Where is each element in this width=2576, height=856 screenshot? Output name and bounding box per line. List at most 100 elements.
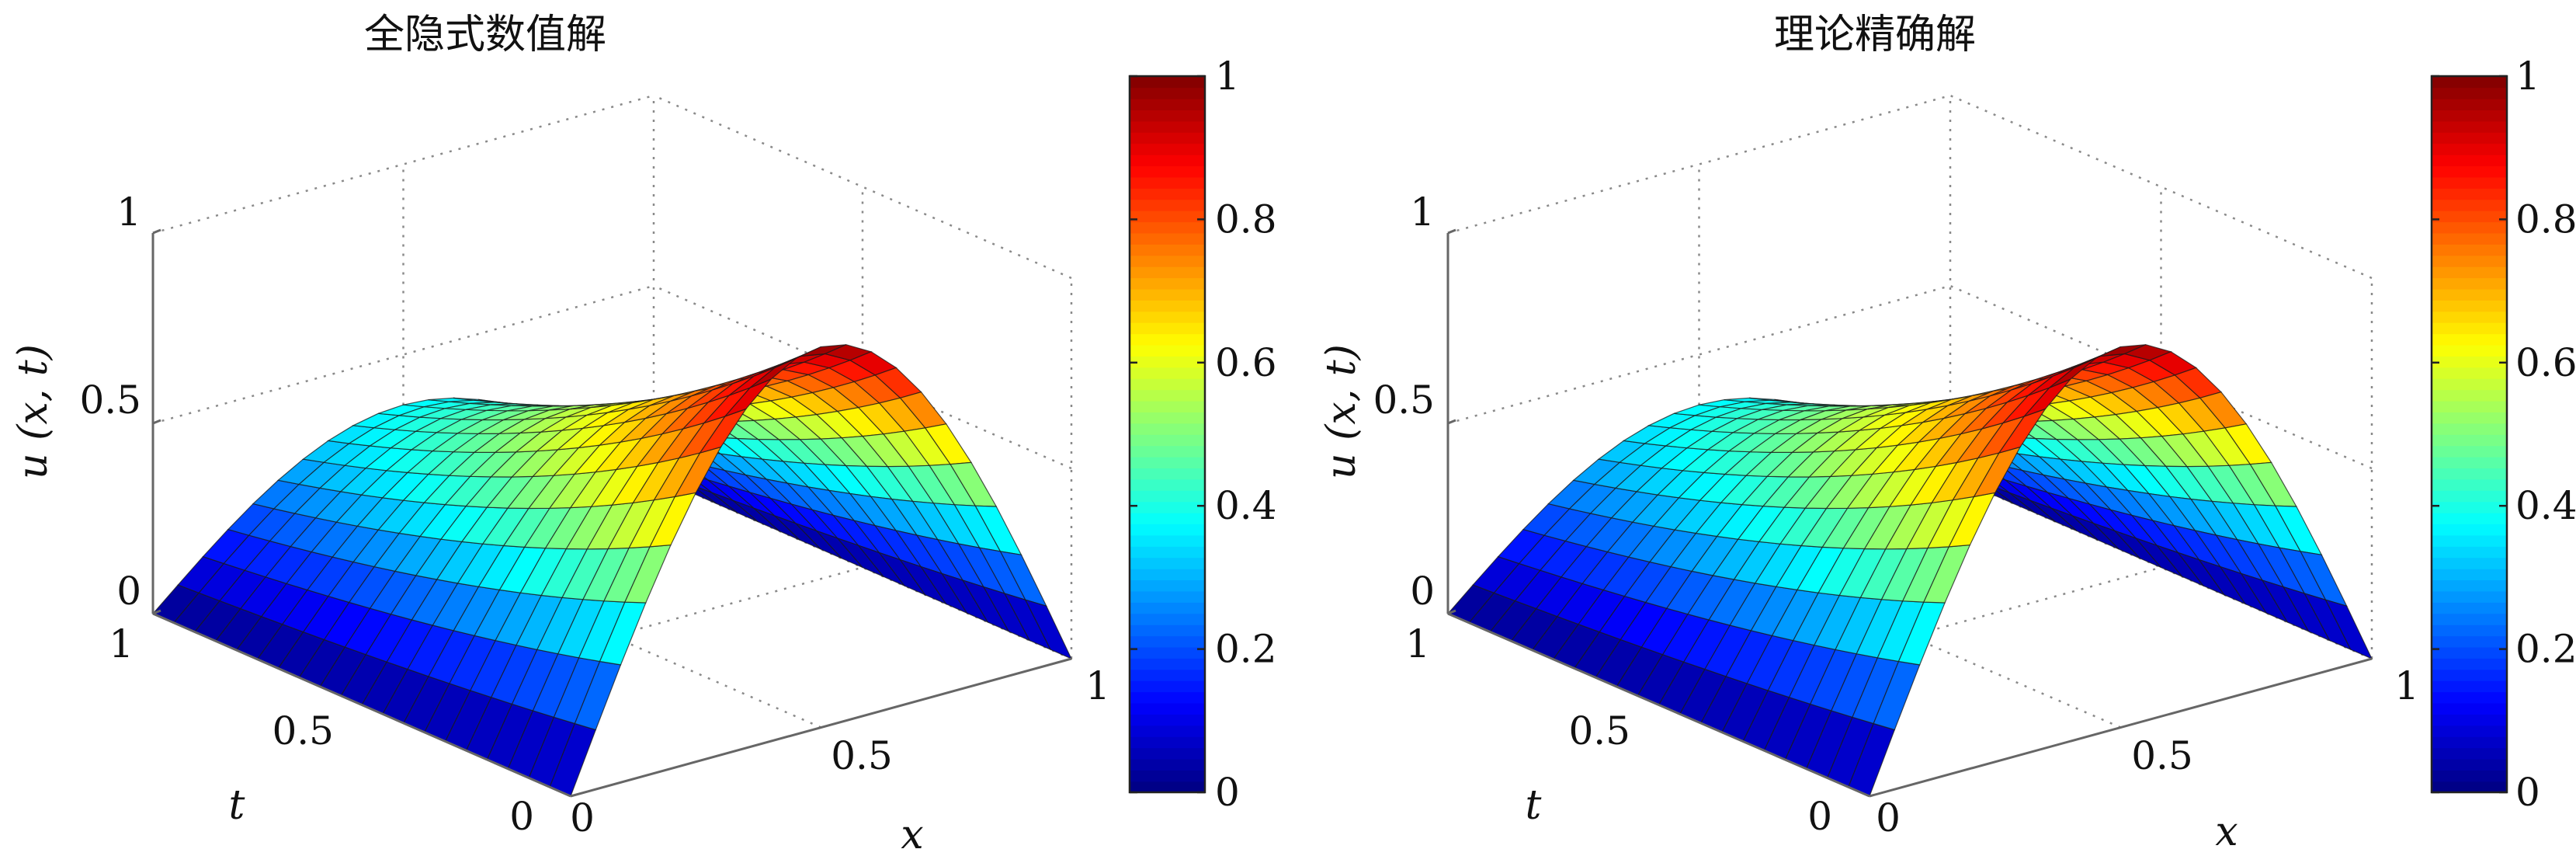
colorbar-band <box>1130 232 1205 245</box>
colorbar-band <box>2432 714 2507 726</box>
colorbar-band <box>1130 221 1205 234</box>
colorbar-tick-label: 1 <box>2515 54 2540 99</box>
colorbar-band <box>1130 154 1205 167</box>
colorbar-band <box>2432 579 2507 592</box>
z-tick-label: 1 <box>116 190 141 235</box>
z-tick-label: 0 <box>116 569 141 614</box>
colorbar-band <box>1130 165 1205 178</box>
grid-line <box>1447 284 1951 425</box>
colorbar-band <box>1130 311 1205 323</box>
colorbar-band <box>2432 478 2507 491</box>
colorbar-band <box>1130 98 1205 111</box>
colorbar-band <box>2432 747 2507 760</box>
colorbar-band <box>1130 635 1205 648</box>
grid-line <box>152 284 654 425</box>
colorbar-band <box>2432 255 2507 267</box>
colorbar-band <box>2432 702 2507 715</box>
colorbar-band <box>1130 188 1205 200</box>
colorbar-band <box>1130 120 1205 133</box>
colorbar-band <box>2432 344 2507 357</box>
colorbar-tick-label: 0.8 <box>2515 197 2576 242</box>
t-tick-label: 1 <box>1405 621 1430 666</box>
panel-numerical-solution: 全隐式数值解 0 0.5 1 0 0.5 1 0 0.5 1 x t u (x,… <box>10 12 1277 856</box>
colorbar-band <box>2432 725 2507 737</box>
colorbar-band <box>2432 266 2507 279</box>
colorbar-band <box>2432 143 2507 155</box>
surface <box>1447 344 2373 797</box>
colorbar-band <box>1130 512 1205 525</box>
z-tick-mark <box>152 419 161 425</box>
z-tick-mark <box>1447 419 1456 425</box>
colorbar-band <box>2432 758 2507 771</box>
axis-line <box>1869 657 2373 798</box>
colorbar-band <box>1130 658 1205 670</box>
colorbar: 0 0.2 0.4 0.6 0.8 1 <box>1128 54 1277 815</box>
colorbar-band <box>2432 300 2507 312</box>
colorbar-band <box>1130 524 1205 536</box>
z-tick-mark <box>152 609 161 615</box>
colorbar-band <box>1130 758 1205 771</box>
axes <box>151 228 1072 798</box>
colorbar-band <box>2432 98 2507 111</box>
colorbar-band <box>2432 781 2507 793</box>
z-axis-label: u (x, t) <box>1318 344 1365 479</box>
colorbar-band <box>2432 602 2507 614</box>
colorbar-tick-label: 0.4 <box>2515 483 2576 528</box>
z-tick-mark <box>1447 609 1456 615</box>
colorbar-band <box>1130 669 1205 681</box>
grid-line <box>653 94 1072 280</box>
colorbar-band <box>1130 266 1205 279</box>
colorbar-band <box>1130 624 1205 637</box>
colorbar-band <box>1130 468 1205 480</box>
t-axis-label: t <box>1526 782 1542 829</box>
x-axis-label: x <box>2215 809 2238 855</box>
colorbar-band <box>2432 456 2507 469</box>
colorbar-tick-label: 0.6 <box>1215 340 1277 385</box>
colorbar-band <box>1130 277 1205 290</box>
colorbar-band <box>2432 635 2507 648</box>
colorbar-band <box>2432 590 2507 603</box>
colorbar-band <box>2432 680 2507 693</box>
z-axis-label: u (x, t) <box>10 344 57 479</box>
colorbar-band <box>2432 356 2507 368</box>
grid-line <box>653 284 1072 470</box>
axis-line <box>1447 612 1870 798</box>
colorbar-band <box>1130 132 1205 144</box>
grid-line <box>1447 94 1951 235</box>
colorbar-band <box>2432 568 2507 581</box>
colorbar-band <box>1130 646 1205 659</box>
x-axis-label: x <box>901 812 923 856</box>
colorbar-tick-label: 0.4 <box>1215 483 1277 528</box>
colorbar-band <box>2432 546 2507 558</box>
chart-title: 理论精确解 <box>1774 12 1976 58</box>
colorbar-band <box>2432 232 2507 245</box>
axes <box>1446 228 2373 798</box>
colorbar-band <box>1130 568 1205 581</box>
colorbar-band <box>1130 255 1205 267</box>
colorbar-tick-label: 0.6 <box>2515 340 2576 385</box>
colorbar-band <box>2432 512 2507 525</box>
grid-line <box>1949 284 2373 470</box>
colorbar-band <box>2432 624 2507 637</box>
x-tick-label: 1 <box>2394 663 2419 708</box>
colorbar-band <box>2432 76 2507 89</box>
colorbar-band <box>1130 691 1205 704</box>
colorbar-band <box>2432 434 2507 447</box>
axis-line <box>152 612 571 798</box>
colorbar-tick-label: 0 <box>2515 770 2540 815</box>
colorbar-band <box>1130 423 1205 435</box>
z-tick-label: 0.5 <box>1373 378 1435 423</box>
grid-line <box>402 544 822 729</box>
colorbar-band <box>1130 613 1205 625</box>
colorbar-band <box>2432 658 2507 670</box>
colorbar-band <box>1130 456 1205 469</box>
colorbar-band <box>1130 389 1205 402</box>
colorbar-band <box>1130 400 1205 412</box>
colorbar-band <box>2432 322 2507 335</box>
colorbar-band <box>1130 602 1205 614</box>
z-tick-mark <box>152 228 161 235</box>
x-tick-label: 1 <box>1085 663 1110 708</box>
colorbar-band <box>2432 199 2507 211</box>
surface-patch <box>2324 599 2373 660</box>
